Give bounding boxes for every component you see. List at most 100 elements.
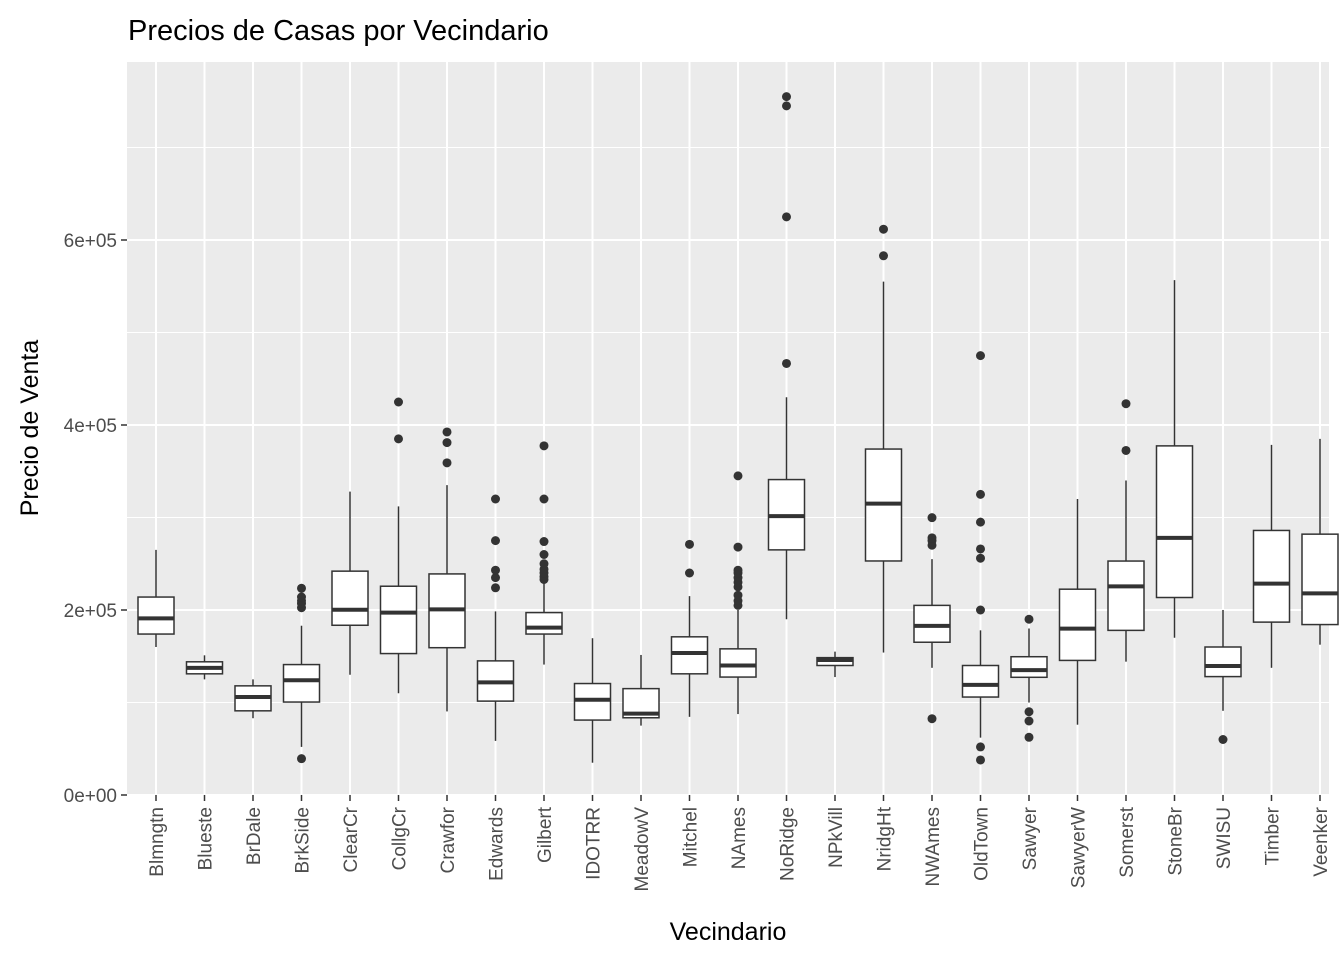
outlier-point (733, 542, 743, 552)
outlier-point (297, 592, 306, 602)
box-clearcr (331, 491, 369, 675)
outlier-point (976, 553, 985, 563)
box-sawyer (1010, 614, 1048, 742)
box-brdale (234, 679, 272, 719)
iqr-box (1010, 655, 1048, 679)
outlier-point (927, 533, 937, 543)
outlier-point (976, 489, 985, 499)
x-tick-label: OldTown (972, 807, 993, 881)
outlier-point (491, 494, 500, 504)
outlier-point (1024, 614, 1034, 624)
box-blueste (185, 655, 224, 680)
iqr-box (379, 585, 418, 655)
x-tick-label: SawyerW (1069, 807, 1090, 888)
x-tick-label: Blmngtn (147, 807, 168, 877)
x-tick-label: BrDale (244, 807, 265, 865)
outlier-point (539, 550, 549, 559)
x-tick-label: NAmes (729, 807, 750, 869)
outlier-point (927, 714, 937, 724)
x-tick-label: Edwards (487, 807, 508, 881)
outlier-point (442, 438, 452, 448)
x-tick-label: ClearCr (341, 806, 362, 872)
x-axis-title: Vecindario (670, 918, 787, 946)
outlier-point (782, 92, 791, 102)
y-tick-label: 2e+05 (64, 601, 117, 622)
outlier-point (442, 427, 452, 437)
outlier-point (782, 212, 791, 222)
chart-title: Precios de Casas por Vecindario (128, 15, 549, 47)
x-tick-label: Veenker (1311, 806, 1332, 876)
iqr-box (1107, 560, 1145, 632)
outlier-point (1121, 445, 1131, 455)
x-axis: Blmngtn Blueste BrDale BrkSide ClearCr CollgC… (147, 795, 1332, 892)
iqr-box (913, 604, 951, 643)
outlier-point (1024, 732, 1034, 742)
outlier-point (297, 754, 306, 764)
box-noridge (767, 92, 806, 620)
iqr-box (525, 611, 563, 635)
outlier-point (491, 565, 500, 575)
outlier-point (782, 101, 791, 111)
outlier-point (491, 573, 500, 583)
outlier-point (879, 224, 888, 234)
iqr-box (137, 596, 175, 635)
box-swisu (1204, 610, 1242, 744)
iqr-box (719, 648, 757, 678)
x-tick-label: Sawyer (1020, 806, 1041, 870)
outlier-point (1024, 707, 1034, 717)
box-stonebr (1155, 280, 1194, 638)
iqr-box (573, 682, 612, 721)
box-idotrr (573, 638, 612, 763)
box-veenker (1301, 438, 1339, 645)
x-tick-label: IDOTRR (584, 807, 605, 880)
iqr-box (1155, 445, 1194, 599)
box-names (719, 471, 757, 715)
box-crawfor (428, 427, 466, 712)
box-gilbert (525, 441, 563, 665)
x-tick-label: Gilbert (535, 806, 556, 863)
x-tick-label: StoneBr (1166, 806, 1187, 875)
x-tick-label: MeadowV (632, 807, 653, 892)
outlier-point (539, 494, 549, 504)
outlier-point (491, 583, 500, 593)
outlier-point (976, 742, 985, 752)
outlier-point (879, 251, 888, 261)
outlier-point (976, 517, 985, 527)
box-meadowv (622, 654, 660, 726)
x-tick-label: Crawfor (438, 806, 459, 873)
x-tick-label: NoRidge (778, 807, 799, 881)
x-tick-label: BrkSide (293, 807, 314, 874)
x-tick-label: NPkVill (826, 807, 847, 868)
iqr-box (1301, 533, 1339, 626)
outlier-point (733, 565, 743, 575)
outlier-point (733, 590, 743, 600)
iqr-box (331, 570, 369, 627)
outlier-point (442, 458, 452, 468)
box-somerst (1107, 399, 1145, 662)
outlier-point (1024, 716, 1034, 726)
outlier-point (733, 471, 743, 481)
y-tick-label: 4e+05 (64, 416, 117, 437)
outlier-point (782, 358, 791, 368)
iqr-box (1204, 646, 1242, 678)
iqr-box (1252, 529, 1291, 623)
outlier-point (539, 559, 549, 569)
outlier-point (297, 583, 306, 593)
x-tick-label: SWISU (1214, 807, 1235, 869)
x-tick-label: CollgCr (390, 806, 411, 870)
x-tick-label: Timber (1263, 806, 1284, 865)
box-timber (1252, 444, 1291, 668)
y-axis: 0e+00 2e+05 4e+05 6e+05 (64, 231, 127, 807)
outlier-point (976, 605, 985, 615)
outlier-point (976, 351, 985, 361)
iqr-box (282, 663, 321, 703)
x-tick-label: NWAmes (923, 807, 944, 887)
outlier-point (927, 513, 937, 523)
x-tick-label: Somerst (1117, 806, 1138, 877)
outlier-point (491, 536, 500, 546)
box-sawyerw (1058, 499, 1097, 725)
x-tick-label: NridgHt (875, 806, 896, 871)
box-edwards (476, 494, 515, 741)
